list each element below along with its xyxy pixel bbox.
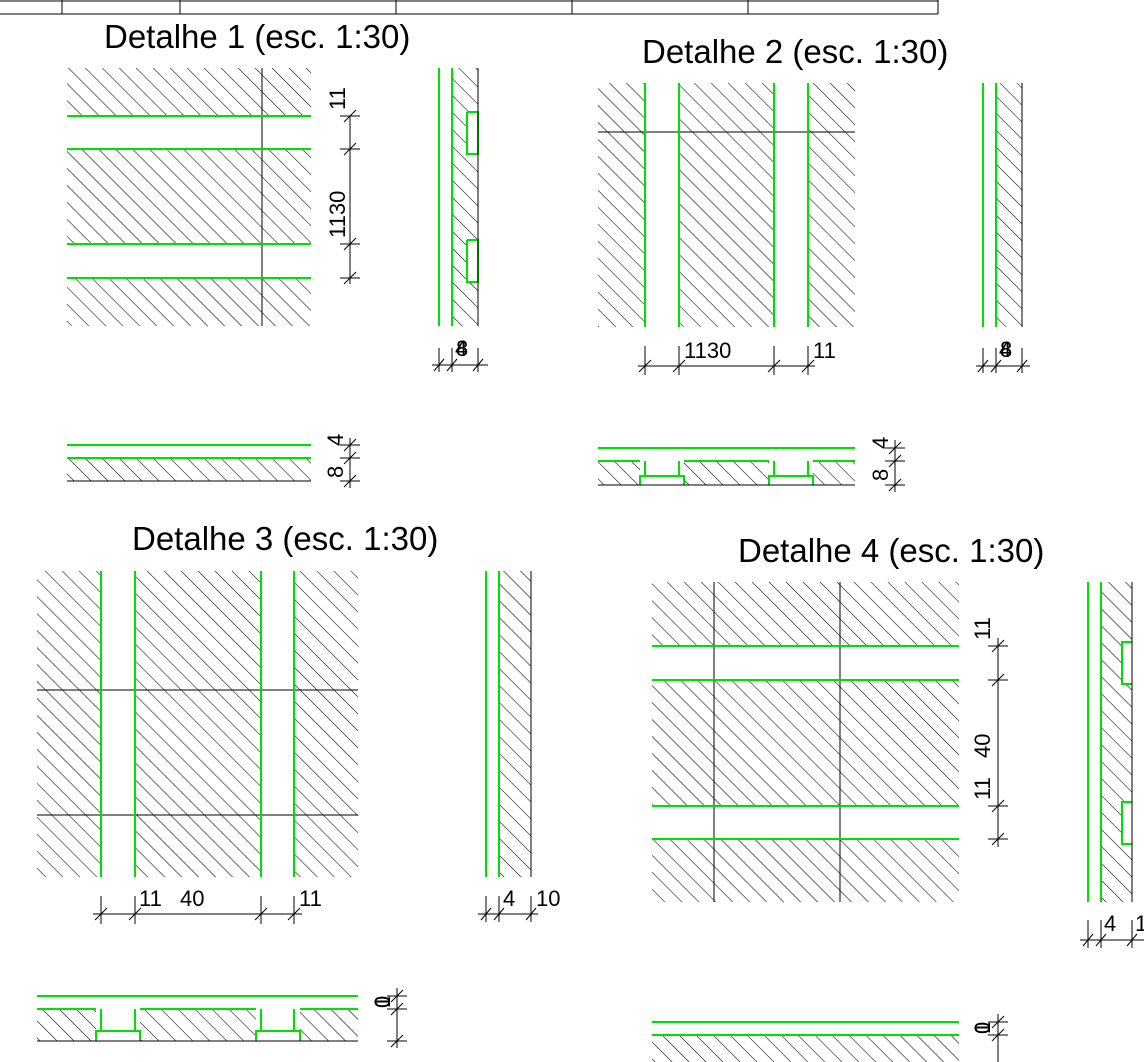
detail-2-section [982, 83, 1023, 327]
detail-3-section-dim-4: 4 [503, 886, 515, 911]
detail-2-dim-1130: 1130 [684, 338, 731, 363]
detail-2-bottom-section [598, 447, 855, 486]
detail-2-plan [598, 83, 855, 327]
detail-1-section-dim-8: 8 [456, 336, 468, 361]
detail-4-section-dim-4: 4 [1104, 911, 1116, 936]
detail-4-dim-40: 40 [970, 734, 995, 758]
detail-3-dim-11-left: 11 [139, 886, 162, 911]
detail-3-dim-11-right: 11 [299, 886, 322, 911]
detail-3-section-dimension [478, 896, 538, 922]
detail-1-vertical-dimension [340, 109, 360, 285]
detail-1-bottom-dimension [340, 438, 360, 488]
detail-1-dim-11: 11 [325, 87, 350, 110]
detail-1-bottom-dim-8: 8 [323, 466, 348, 478]
detail-4-dim-11-top: 11 [970, 617, 995, 640]
detail-3-section-dim-10: 10 [536, 886, 560, 911]
detail-2-bottom-dim-8: 8 [868, 469, 893, 481]
detail-2-title: Detalhe 2 (esc. 1:30) [642, 33, 948, 70]
detail-2-bottom-dim-4: 4 [868, 437, 893, 449]
detail-3-title: Detalhe 3 (esc. 1:30) [132, 520, 438, 557]
detail-2-section-dimension [976, 348, 1030, 373]
detail-4-bottom-dim-1: 1 [970, 1022, 995, 1034]
detail-4-dim-11-bottom: 11 [970, 777, 995, 800]
detail-2-horizontal-dimension [638, 346, 815, 375]
detail-4-title: Detalhe 4 (esc. 1:30) [738, 532, 1044, 569]
detail-3: Detalhe 3 (esc. 1:30) 11 [37, 520, 560, 1048]
detail-3-dim-40: 40 [180, 886, 204, 911]
detail-1-dim-1130: 1130 [325, 191, 350, 238]
detail-1-section-dimension [432, 348, 488, 372]
detail-1: Detalhe 1 (esc. 1:30) 11 1130 [67, 18, 488, 488]
detail-2-dim-11: 11 [813, 338, 836, 363]
detail-1-section-dim-4: 4 [455, 336, 467, 361]
detail-3-section [485, 571, 532, 877]
detail-2-section-dim-8: 8 [1000, 337, 1012, 362]
title-block-strip [0, 0, 939, 15]
detail-3-bottom-dim-0: 0 [370, 996, 395, 1008]
detail-4-bottom-dim-0: 0 [970, 1022, 995, 1034]
detail-1-title: Detalhe 1 (esc. 1:30) [104, 18, 410, 55]
detail-4: Detalhe 4 (esc. 1:30) 11 [652, 532, 1144, 1062]
detail-4-bottom-section [652, 1021, 959, 1062]
detail-4-vertical-dimension [988, 638, 1008, 847]
detail-3-bottom-dimension [387, 988, 407, 1048]
detail-4-plan [652, 582, 959, 902]
detail-3-plan [37, 571, 358, 877]
detail-2-bottom-dimension [885, 440, 905, 492]
detail-1-plan [67, 68, 311, 326]
detail-1-bottom-dim-4: 4 [323, 434, 348, 446]
detail-4-section-dim-1: 1 [1135, 911, 1144, 936]
detail-1-bottom-section [67, 444, 311, 482]
detail-3-bottom-dim-1: 1 [370, 996, 395, 1008]
detail-2-section-dim-4: 4 [999, 337, 1011, 362]
detail-3-bottom-section [37, 995, 358, 1042]
detail-2: Detalhe 2 (esc. 1:30) 1130 11 [598, 33, 1030, 492]
detail-3-horizontal-dimension [93, 896, 302, 924]
detail-4-section-dimension [1080, 920, 1144, 948]
detail-4-bottom-dimension [988, 1014, 1008, 1062]
detail-4-section [1087, 582, 1133, 902]
detail-1-section [438, 68, 479, 326]
